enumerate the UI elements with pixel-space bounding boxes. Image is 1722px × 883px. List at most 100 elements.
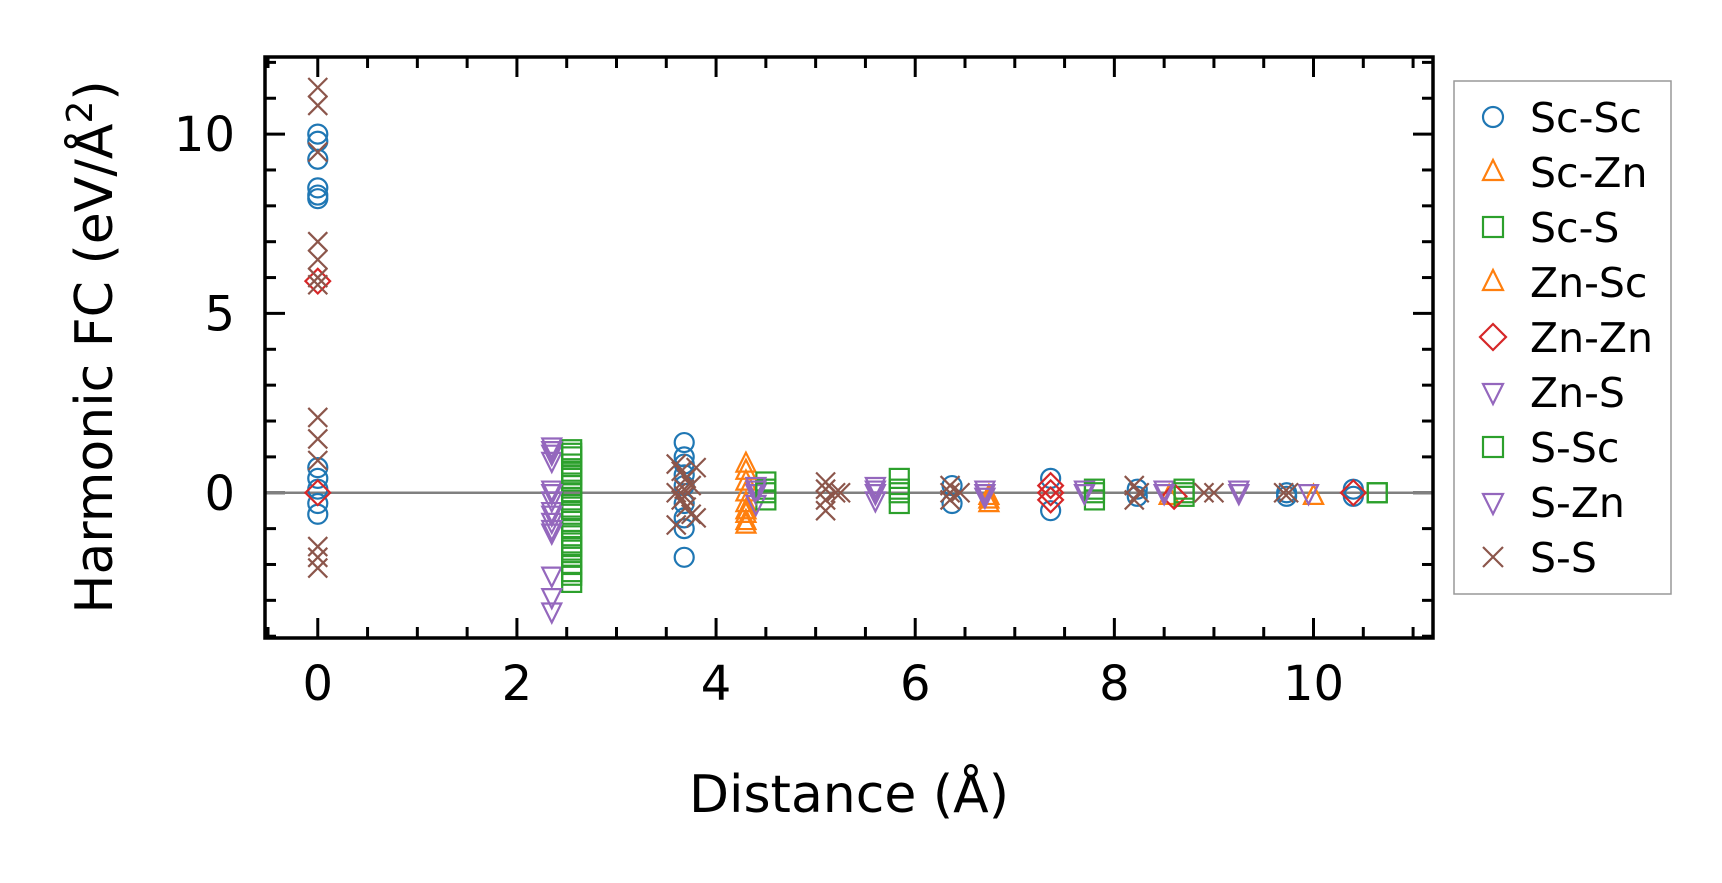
legend-label: Zn-S: [1530, 369, 1625, 417]
data-point: [864, 476, 887, 500]
tick-labels: 0 2 4 6 8 10 0 5 10: [174, 107, 1344, 712]
data-point: [1073, 480, 1096, 504]
data-point: [307, 177, 329, 199]
data-point: [673, 546, 695, 568]
legend-marker-zn-s: [1481, 382, 1505, 407]
data-point: [540, 505, 564, 529]
plot-frame: [263, 55, 1435, 640]
data-point: [864, 480, 887, 504]
data-points: [303, 77, 1388, 625]
data-point: [973, 487, 997, 511]
data-point: [561, 546, 583, 568]
y-axis-label-close: ): [65, 80, 125, 100]
data-point: [888, 467, 910, 490]
legend-marker-zn-zn: [1478, 322, 1508, 352]
data-point: [540, 491, 564, 514]
legend-label: Sc-Zn: [1530, 149, 1647, 197]
x-tick-label: 6: [900, 656, 931, 712]
legend-marker-zn-sc: [1481, 267, 1505, 292]
data-point: [680, 475, 702, 496]
data-point: [561, 464, 583, 486]
data-point: [1040, 500, 1062, 522]
legend-marker-s-sc: [1481, 435, 1505, 459]
data-point: [673, 486, 695, 507]
data-point: [734, 500, 758, 523]
data-point: [307, 492, 329, 515]
legend-marker-sc-zn: [1481, 157, 1505, 182]
data-point: [307, 77, 329, 98]
data-point: [1366, 482, 1388, 504]
legend-marker-s-zn: [1481, 492, 1505, 517]
y-tick-label: 0: [204, 466, 235, 522]
data-point: [864, 484, 887, 507]
series-s-sc: [561, 442, 1388, 583]
x-tick-label: 10: [1283, 656, 1344, 712]
data-point: [755, 482, 777, 504]
data-point: [1173, 478, 1195, 500]
data-point: [561, 442, 583, 464]
data-point: [561, 518, 583, 540]
data-point: [1036, 486, 1065, 514]
legend-label: Zn-Sc: [1530, 259, 1647, 307]
data-point: [307, 457, 329, 479]
data-point: [815, 489, 836, 511]
x-tick-label: 4: [701, 656, 732, 712]
legend-label: Sc-S: [1530, 204, 1619, 252]
y-axis-label: Harmonic FC (eV/Å2): [60, 80, 125, 613]
x-axis-label: Distance (Å): [689, 763, 1009, 825]
data-point: [939, 489, 961, 511]
y-tick-label: 10: [174, 107, 235, 163]
data-point: [1036, 471, 1065, 500]
data-point: [540, 437, 564, 460]
series-sc-sc: [307, 123, 1364, 568]
legend: Sc-Sc Sc-Zn Sc-S Zn-Sc Zn-Zn Zn-S S-Sc S-Zn S-S: [1453, 80, 1672, 595]
data-point: [307, 547, 329, 568]
data-point: [1227, 480, 1251, 504]
legend-label: S-Zn: [1530, 479, 1625, 527]
data-point: [973, 480, 997, 504]
data-point: [1278, 482, 1299, 504]
data-point: [561, 510, 583, 533]
data-point: [561, 553, 583, 576]
x-tick-label: 2: [502, 656, 533, 712]
legend-label: S-S: [1530, 534, 1597, 582]
series-zn-zn: [303, 267, 1368, 514]
data-point: [1152, 484, 1176, 507]
series-zn-s: [540, 437, 1320, 625]
legend-label: Sc-Sc: [1530, 94, 1642, 142]
data-point: [673, 431, 695, 454]
data-point: [939, 475, 961, 496]
data-point: [1036, 478, 1065, 507]
data-point: [307, 141, 329, 163]
data-point: [1160, 482, 1189, 511]
data-point: [307, 95, 329, 116]
series-s-s: [307, 77, 1299, 579]
data-point: [540, 588, 564, 611]
x-tick-label: 8: [1099, 656, 1130, 712]
data-point: [1227, 484, 1251, 507]
data-point: [665, 514, 687, 536]
data-point: [973, 484, 997, 507]
data-point: [561, 561, 583, 583]
data-point: [540, 441, 564, 464]
legend-label: S-Sc: [1530, 424, 1619, 472]
data-point: [734, 496, 758, 520]
data-point: [744, 476, 768, 500]
data-point: [685, 507, 707, 529]
data-point: [561, 535, 583, 558]
data-point: [307, 407, 329, 428]
data-point: [307, 503, 329, 525]
legend-marker-sc-sc: [1481, 105, 1505, 129]
data-point: [540, 602, 564, 625]
data-point: [1203, 482, 1225, 504]
legend-label: Zn-Zn: [1530, 314, 1653, 362]
data-point: [1273, 482, 1294, 504]
data-point: [307, 148, 329, 170]
data-point: [888, 492, 910, 515]
data-point: [939, 482, 961, 504]
data-point: [307, 557, 329, 579]
data-point: [303, 478, 332, 507]
data-point: [1302, 482, 1325, 506]
data-point: [673, 518, 695, 540]
data-point: [1073, 484, 1096, 507]
